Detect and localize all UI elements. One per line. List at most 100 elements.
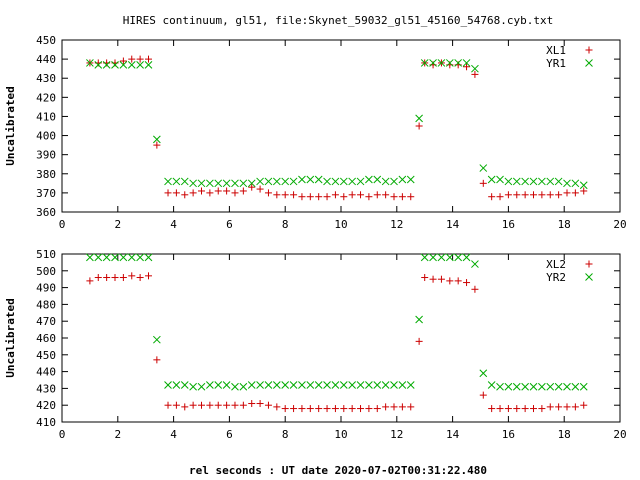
data-point (563, 382, 571, 391)
data-point (398, 403, 406, 411)
data-point (164, 381, 172, 389)
data-point (373, 405, 381, 413)
top-y-tick-label: 450 (36, 34, 56, 47)
data-point (513, 405, 521, 413)
data-point (298, 381, 306, 389)
top-legend-label: XL1 (546, 44, 566, 57)
data-point (382, 403, 390, 411)
top-y-tick-label: 360 (36, 206, 56, 219)
data-point (239, 382, 248, 391)
top-x-tick-label: 2 (114, 218, 121, 231)
bottom-series-yr2 (86, 253, 588, 391)
top-x-tick-label: 20 (613, 218, 626, 231)
data-point (390, 177, 398, 186)
data-point (144, 253, 153, 262)
data-point (429, 253, 437, 262)
data-point (323, 177, 331, 186)
data-point (231, 382, 239, 391)
data-point (373, 175, 382, 184)
data-point (504, 382, 513, 391)
data-point (247, 179, 256, 188)
top-y-tick-label: 440 (36, 53, 56, 66)
data-point (555, 403, 563, 411)
data-point (111, 60, 119, 69)
data-point (356, 177, 365, 186)
data-point (86, 59, 94, 67)
data-point (136, 60, 144, 69)
data-point (538, 177, 546, 186)
data-point (264, 189, 272, 197)
data-point (571, 179, 580, 188)
top-x-tick-label: 18 (558, 218, 571, 231)
top-x-tick-label: 0 (59, 218, 66, 231)
data-point (231, 401, 239, 409)
data-point (214, 401, 222, 409)
data-point (406, 381, 415, 389)
data-point (127, 253, 136, 262)
top-y-tick-label: 400 (36, 130, 56, 143)
data-point (315, 193, 323, 201)
data-point (407, 193, 415, 201)
data-point (256, 381, 264, 389)
bottom-y-tick-label: 460 (36, 332, 56, 345)
data-point (331, 177, 340, 186)
data-point (348, 381, 357, 389)
bottom-y-tick-label: 490 (36, 282, 56, 295)
data-point (323, 193, 331, 201)
data-point (189, 189, 197, 197)
data-point (256, 185, 264, 193)
data-point (563, 189, 571, 197)
data-point (180, 177, 189, 186)
data-point (437, 275, 445, 283)
data-point (172, 381, 181, 389)
bottom-legend-marker (585, 260, 593, 268)
data-point (580, 401, 588, 409)
data-point (102, 60, 111, 69)
data-point (198, 187, 205, 195)
data-point (571, 403, 579, 411)
top-plot-frame (61, 39, 621, 213)
data-point (214, 179, 223, 188)
data-point (365, 405, 373, 413)
bottom-series-xl2 (86, 272, 588, 413)
data-point (479, 391, 487, 399)
data-point (365, 193, 373, 201)
data-point (119, 253, 128, 262)
top-scatter-panel: 0 2 4 6 8 10 12 14 16 18 20 360 370 380 390 400 410 420 43… (4, 34, 627, 231)
data-point (340, 405, 348, 413)
data-point (239, 401, 247, 409)
data-point (153, 135, 161, 144)
top-y-tick-label: 370 (36, 187, 56, 200)
data-point (256, 177, 264, 186)
top-x-tick-label: 4 (170, 218, 177, 231)
data-point (348, 405, 356, 413)
data-point (323, 405, 331, 413)
data-point (340, 193, 348, 201)
data-point (281, 177, 290, 186)
data-point (197, 179, 206, 188)
data-point (180, 381, 189, 389)
data-point (398, 381, 407, 389)
data-point (454, 253, 463, 262)
bottom-x-tick-label: 0 (59, 428, 66, 441)
data-point (339, 177, 348, 186)
data-point (323, 381, 331, 389)
data-point (153, 356, 161, 364)
data-point (222, 179, 231, 188)
data-point (119, 274, 127, 282)
data-point (437, 59, 446, 67)
data-point (231, 189, 239, 197)
data-point (454, 277, 462, 285)
data-point (144, 272, 152, 280)
data-point (94, 274, 102, 282)
data-point (348, 177, 357, 186)
data-point (94, 60, 103, 69)
data-point (181, 191, 189, 199)
data-point (415, 114, 423, 123)
data-point (381, 177, 390, 186)
data-point (315, 405, 323, 413)
bottom-y-tick-label: 510 (36, 248, 56, 261)
bottom-x-tick-label: 10 (334, 428, 347, 441)
data-point (529, 382, 538, 391)
data-point (512, 177, 521, 186)
